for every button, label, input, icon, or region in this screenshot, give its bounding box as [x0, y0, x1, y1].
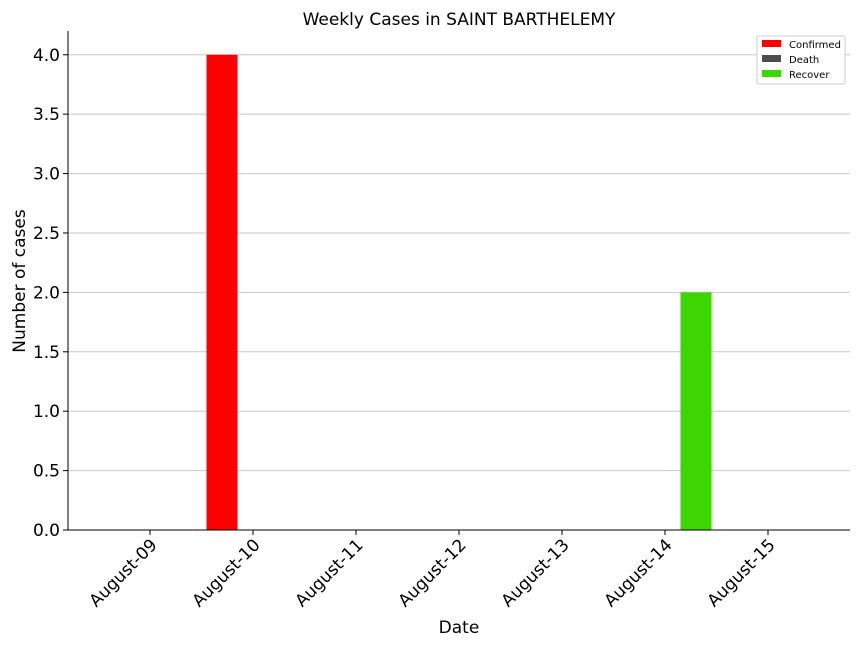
legend-label-recover: Recover: [789, 70, 830, 81]
bar-confirmed-august-10: [206, 54, 238, 531]
legend: Confirmed Death Recover: [756, 35, 846, 85]
y-tick-label: 2.5: [33, 224, 60, 244]
x-axis-label: Date: [439, 618, 480, 638]
y-tick-label: 3.0: [33, 165, 60, 185]
x-tick-label: August-10: [189, 535, 265, 611]
legend-label-death: Death: [789, 55, 819, 66]
y-tick-label: 0.5: [33, 462, 60, 482]
chart-title: Weekly Cases in SAINT BARTHELEMY: [303, 10, 616, 30]
y-tick-label: 1.0: [33, 402, 60, 422]
legend-label-confirmed: Confirmed: [789, 40, 841, 51]
bar-recover-august-14: [680, 292, 712, 530]
y-axis-ticks: 0.0 0.5 1.0 1.5 2.0 2.5 3.0 3.5 4.0: [33, 46, 68, 541]
x-tick-label: August-14: [601, 535, 677, 611]
x-tick-label: August-12: [395, 535, 471, 611]
y-tick-label: 3.5: [33, 105, 60, 125]
legend-swatch-confirmed: [762, 40, 781, 47]
legend-swatch-death: [762, 55, 781, 62]
y-tick-label: 2.0: [33, 283, 60, 303]
axes: [67, 31, 850, 531]
x-tick-label: August-11: [292, 535, 368, 611]
x-axis-ticks: August-09 August-10 August-11 August-12 Augu…: [86, 530, 780, 611]
y-tick-label: 4.0: [33, 46, 60, 66]
legend-swatch-recover: [762, 70, 781, 77]
x-tick-label: August-13: [498, 535, 574, 611]
y-axis-label: Number of cases: [10, 209, 30, 353]
x-tick-label: August-09: [86, 535, 162, 611]
x-tick-label: August-15: [704, 535, 780, 611]
bars: [206, 54, 712, 531]
y-tick-label: 0.0: [33, 521, 60, 541]
y-tick-label: 1.5: [33, 343, 60, 363]
gridlines: [68, 54, 850, 531]
